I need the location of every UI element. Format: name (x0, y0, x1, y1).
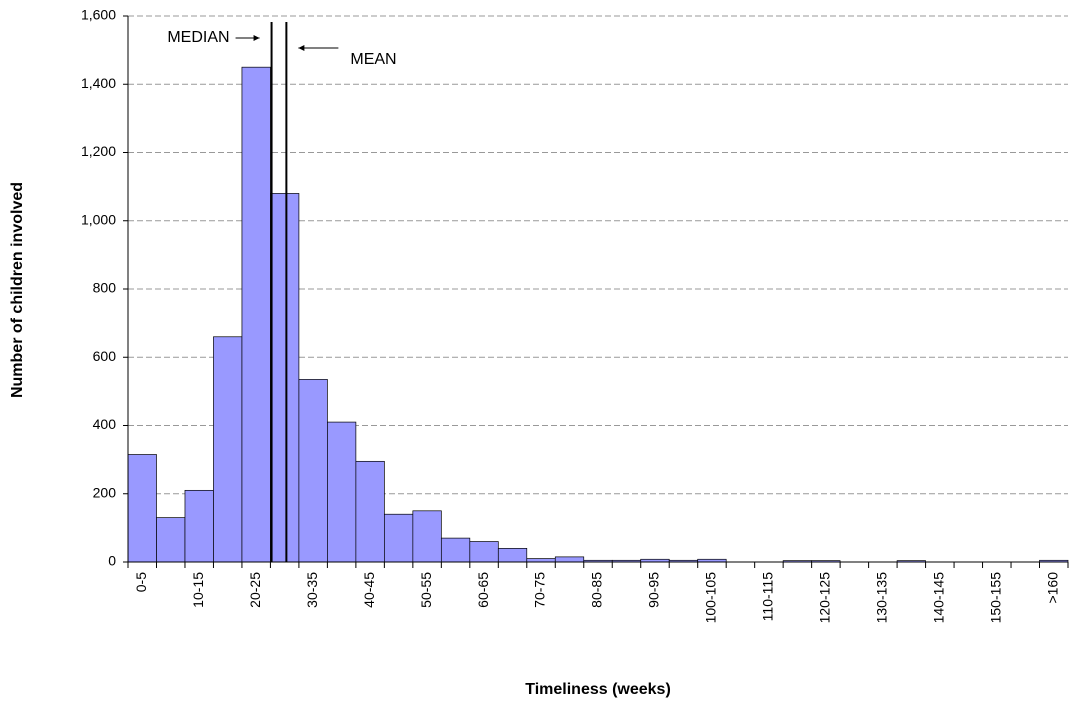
x-tick-label: 20-25 (247, 572, 263, 608)
bar (241, 66, 271, 563)
x-tick-label: 0-5 (133, 572, 149, 592)
bar (440, 537, 471, 563)
bar (384, 513, 414, 563)
x-tick-label: 10-15 (190, 572, 206, 608)
x-tick-label: 50-55 (418, 572, 434, 608)
annotation-label: MEDIAN (167, 29, 229, 46)
x-axis-title: Timeliness (weeks) (525, 681, 671, 698)
y-tick-label: 800 (93, 280, 117, 296)
bar (156, 517, 186, 563)
y-tick-label: 1,000 (81, 211, 116, 227)
x-tick-label: 100-105 (703, 572, 719, 624)
x-tick-label: 30-35 (304, 572, 320, 608)
y-axis-title: Number of children involved (9, 182, 26, 398)
x-tick-label: 110-115 (760, 572, 776, 622)
x-tick-label: 140-145 (931, 572, 947, 624)
bar (355, 460, 385, 563)
x-tick-label: 150-155 (987, 572, 1003, 624)
x-tick-label: 40-45 (361, 572, 377, 608)
x-tick-label: >160 (1044, 572, 1060, 604)
x-tick-label: 120-125 (817, 572, 833, 624)
bar (497, 547, 528, 563)
x-tick-label: 60-65 (475, 572, 491, 608)
x-tick-label: 90-95 (646, 572, 662, 608)
y-tick-label: 600 (93, 348, 117, 364)
y-tick-label: 400 (93, 416, 117, 432)
y-tick-label: 1,600 (81, 7, 116, 23)
y-tick-label: 1,200 (81, 143, 116, 159)
arrow-head (253, 35, 260, 41)
bar (554, 556, 585, 563)
x-tick-label: 130-135 (874, 572, 890, 624)
bar (298, 379, 328, 563)
arrow-head (298, 45, 305, 51)
x-tick-label: 70-75 (532, 572, 548, 608)
bar (526, 558, 556, 563)
x-tick-label: 80-85 (589, 572, 605, 608)
bar (469, 541, 499, 563)
y-tick-label: 0 (108, 553, 116, 569)
y-tick-label: 1,400 (81, 75, 116, 91)
bar (184, 489, 214, 563)
bar (127, 454, 157, 563)
bar (213, 336, 243, 563)
bar (412, 510, 442, 563)
y-tick-label: 200 (93, 484, 117, 500)
bar (327, 421, 357, 563)
annotation-label: MEAN (350, 51, 396, 68)
bar (270, 193, 300, 563)
